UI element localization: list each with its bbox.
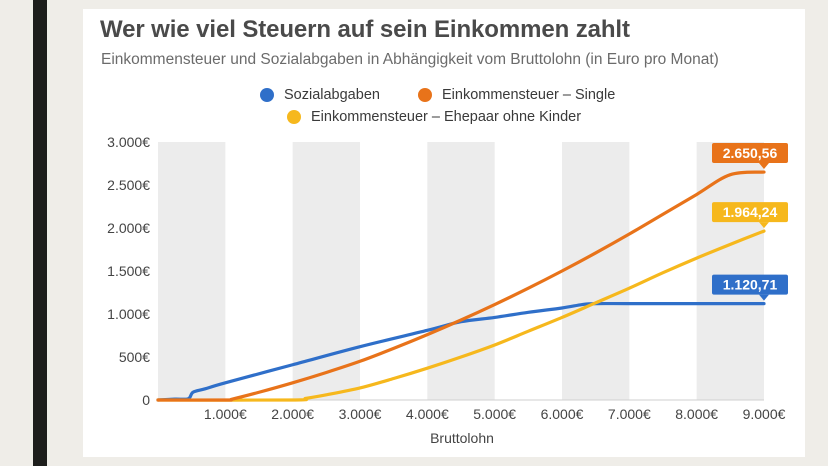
end-label-single: 2.650,56: [712, 143, 788, 170]
grid-band: [427, 142, 495, 400]
end-label-sozialabgaben: 1.120,71: [712, 274, 788, 301]
x-tick-label: 3.000€: [339, 406, 382, 422]
legend-item-single: Einkommensteuer – Single: [418, 87, 615, 103]
end-label-text: 2.650,56: [723, 145, 778, 161]
legend-label-sozialabgaben: Sozialabgaben: [284, 87, 380, 103]
y-tick-label: 1.000€: [107, 306, 150, 322]
y-tick-label: 500€: [119, 349, 150, 365]
x-tick-label: 7.000€: [608, 406, 651, 422]
x-tick-label: 4.000€: [406, 406, 449, 422]
legend-marker-ehepaar: [287, 110, 301, 124]
series-line-single: [156, 170, 766, 402]
chart-subtitle: Einkommensteuer und Sozialabgaben in Abh…: [101, 51, 719, 68]
legend-marker-single: [418, 88, 432, 102]
x-tick-label: 5.000€: [473, 406, 516, 422]
x-tick-label: 6.000€: [541, 406, 584, 422]
x-tick-label: 1.000€: [204, 406, 247, 422]
grid-band: [562, 142, 630, 400]
end-label-pointer: [759, 294, 769, 301]
end-label-box: [712, 274, 788, 295]
x-tick-label: 2.000€: [271, 406, 314, 422]
legend-item-ehepaar: Einkommensteuer – Ehepaar ohne Kinder: [287, 109, 581, 125]
y-tick-label: 3.000€: [107, 134, 150, 150]
end-label-box: [712, 143, 788, 164]
y-tick-label: 0: [142, 392, 150, 408]
grid-band: [158, 142, 226, 400]
y-tick-label: 2.500€: [107, 177, 150, 193]
end-label-text: 1.964,24: [723, 204, 778, 220]
end-label-pointer: [759, 222, 769, 229]
end-label-text: 1.120,71: [723, 277, 778, 293]
series-line-ehepaar: [156, 229, 766, 402]
y-tick-label: 2.000€: [107, 220, 150, 236]
legend-label-ehepaar: Einkommensteuer – Ehepaar ohne Kinder: [311, 109, 582, 125]
end-label-box: [712, 202, 788, 223]
grid-band: [696, 142, 764, 400]
legend-label-single: Einkommensteuer – Single: [442, 87, 616, 103]
y-tick-label: 1.500€: [107, 263, 150, 279]
end-label-pointer: [759, 163, 769, 170]
left-dark-bar: [33, 0, 47, 466]
legend-item-sozialabgaben: Sozialabgaben: [260, 87, 380, 103]
chart-title: Wer wie viel Steuern auf sein Einkommen …: [100, 16, 630, 43]
x-tick-label: 9.000€: [743, 406, 786, 422]
x-axis-title: Bruttolohn: [430, 430, 494, 446]
legend-marker-sozialabgaben: [260, 88, 274, 102]
x-tick-label: 8.000€: [675, 406, 718, 422]
end-label-ehepaar: 1.964,24: [712, 202, 788, 229]
